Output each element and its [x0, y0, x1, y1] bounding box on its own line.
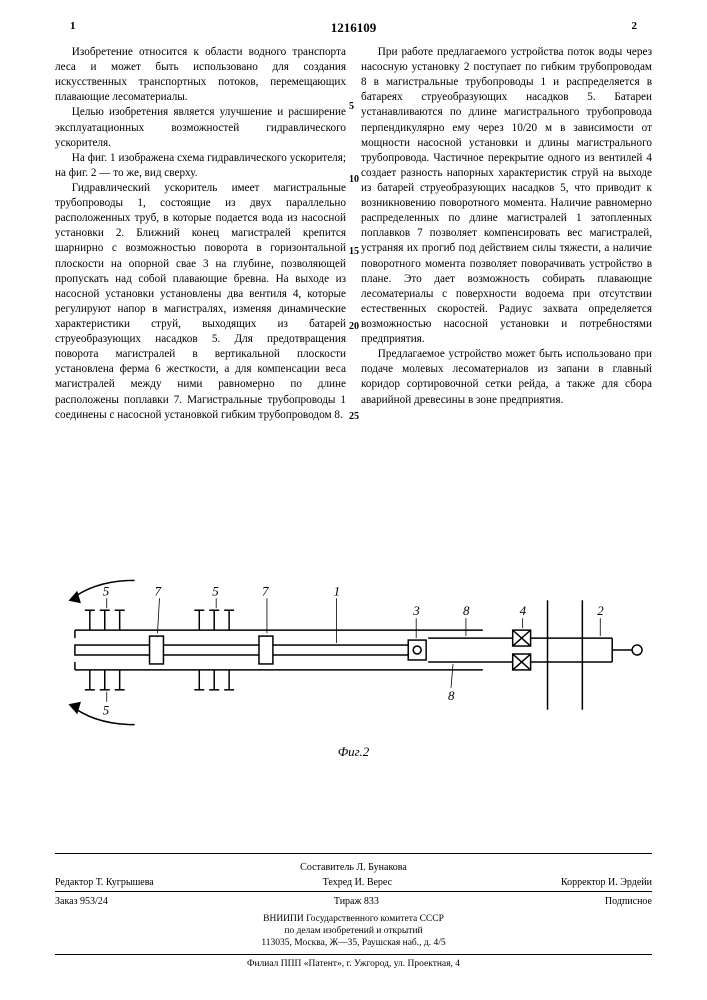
paragraph: Изобретение относится к области водного … [55, 45, 346, 105]
callout-2: 2 [597, 603, 604, 618]
callout-7: 7 [155, 583, 162, 598]
callout-3: 3 [412, 603, 420, 618]
paragraph: Гидравлический ускоритель имеет магистра… [55, 181, 346, 423]
callout-5: 5 [103, 583, 110, 598]
figure-label: Фиг.2 [338, 744, 370, 760]
line-marker: 5 [349, 100, 354, 114]
callout-1: 1 [334, 583, 340, 598]
paragraph: Целью изобретения является улучшение и р… [55, 105, 346, 150]
tech-editor: Техред И. Верес [323, 877, 392, 888]
callout-4: 4 [520, 603, 527, 618]
page-number-right: 2 [632, 20, 638, 32]
callout-5c: 5 [103, 703, 110, 718]
figure-2: 5 7 5 7 1 3 8 4 2 5 8 Фиг.2 [55, 530, 652, 780]
line-marker: 10 [349, 173, 359, 187]
corrector: Корректор И. Эрдейи [561, 877, 652, 888]
org-line2: по делам изобретений и открытий [55, 925, 652, 937]
line-marker: 25 [349, 410, 359, 424]
line-marker: 15 [349, 245, 359, 259]
composer: Составитель Л. Бунакова [55, 862, 652, 873]
column-right: 5 10 15 20 25 При работе предлагаемого у… [361, 45, 652, 423]
callout-5b: 5 [212, 583, 219, 598]
branch: Филиал ППП «Патент», г. Ужгород, ул. Про… [55, 954, 652, 970]
text-content: Изобретение относится к области водного … [55, 45, 652, 423]
footer: Составитель Л. Бунакова Редактор Т. Кугр… [55, 853, 652, 970]
column-left: Изобретение относится к области водного … [55, 45, 346, 423]
order-number: Заказ 953/24 [55, 896, 108, 907]
editor: Редактор Т. Кугрышева [55, 877, 154, 888]
subscription: Подписное [605, 896, 652, 907]
paragraph: На фиг. 1 изображена схема гидравлическо… [55, 151, 346, 181]
callout-8: 8 [463, 603, 470, 618]
document-number: 1216109 [331, 20, 377, 36]
org-line1: ВНИИПИ Государственного комитета СССР [55, 913, 652, 925]
paragraph: При работе предлагаемого устройства пото… [361, 45, 652, 347]
callout-8b: 8 [448, 688, 455, 703]
page-number-left: 1 [70, 20, 76, 32]
paragraph: Предлагаемое устройство может быть испол… [361, 347, 652, 407]
address: 113035, Москва, Ж—35, Раушская наб., д. … [55, 937, 652, 949]
callout-7b: 7 [262, 583, 269, 598]
tirazh: Тираж 833 [334, 896, 379, 907]
line-marker: 20 [349, 320, 359, 334]
